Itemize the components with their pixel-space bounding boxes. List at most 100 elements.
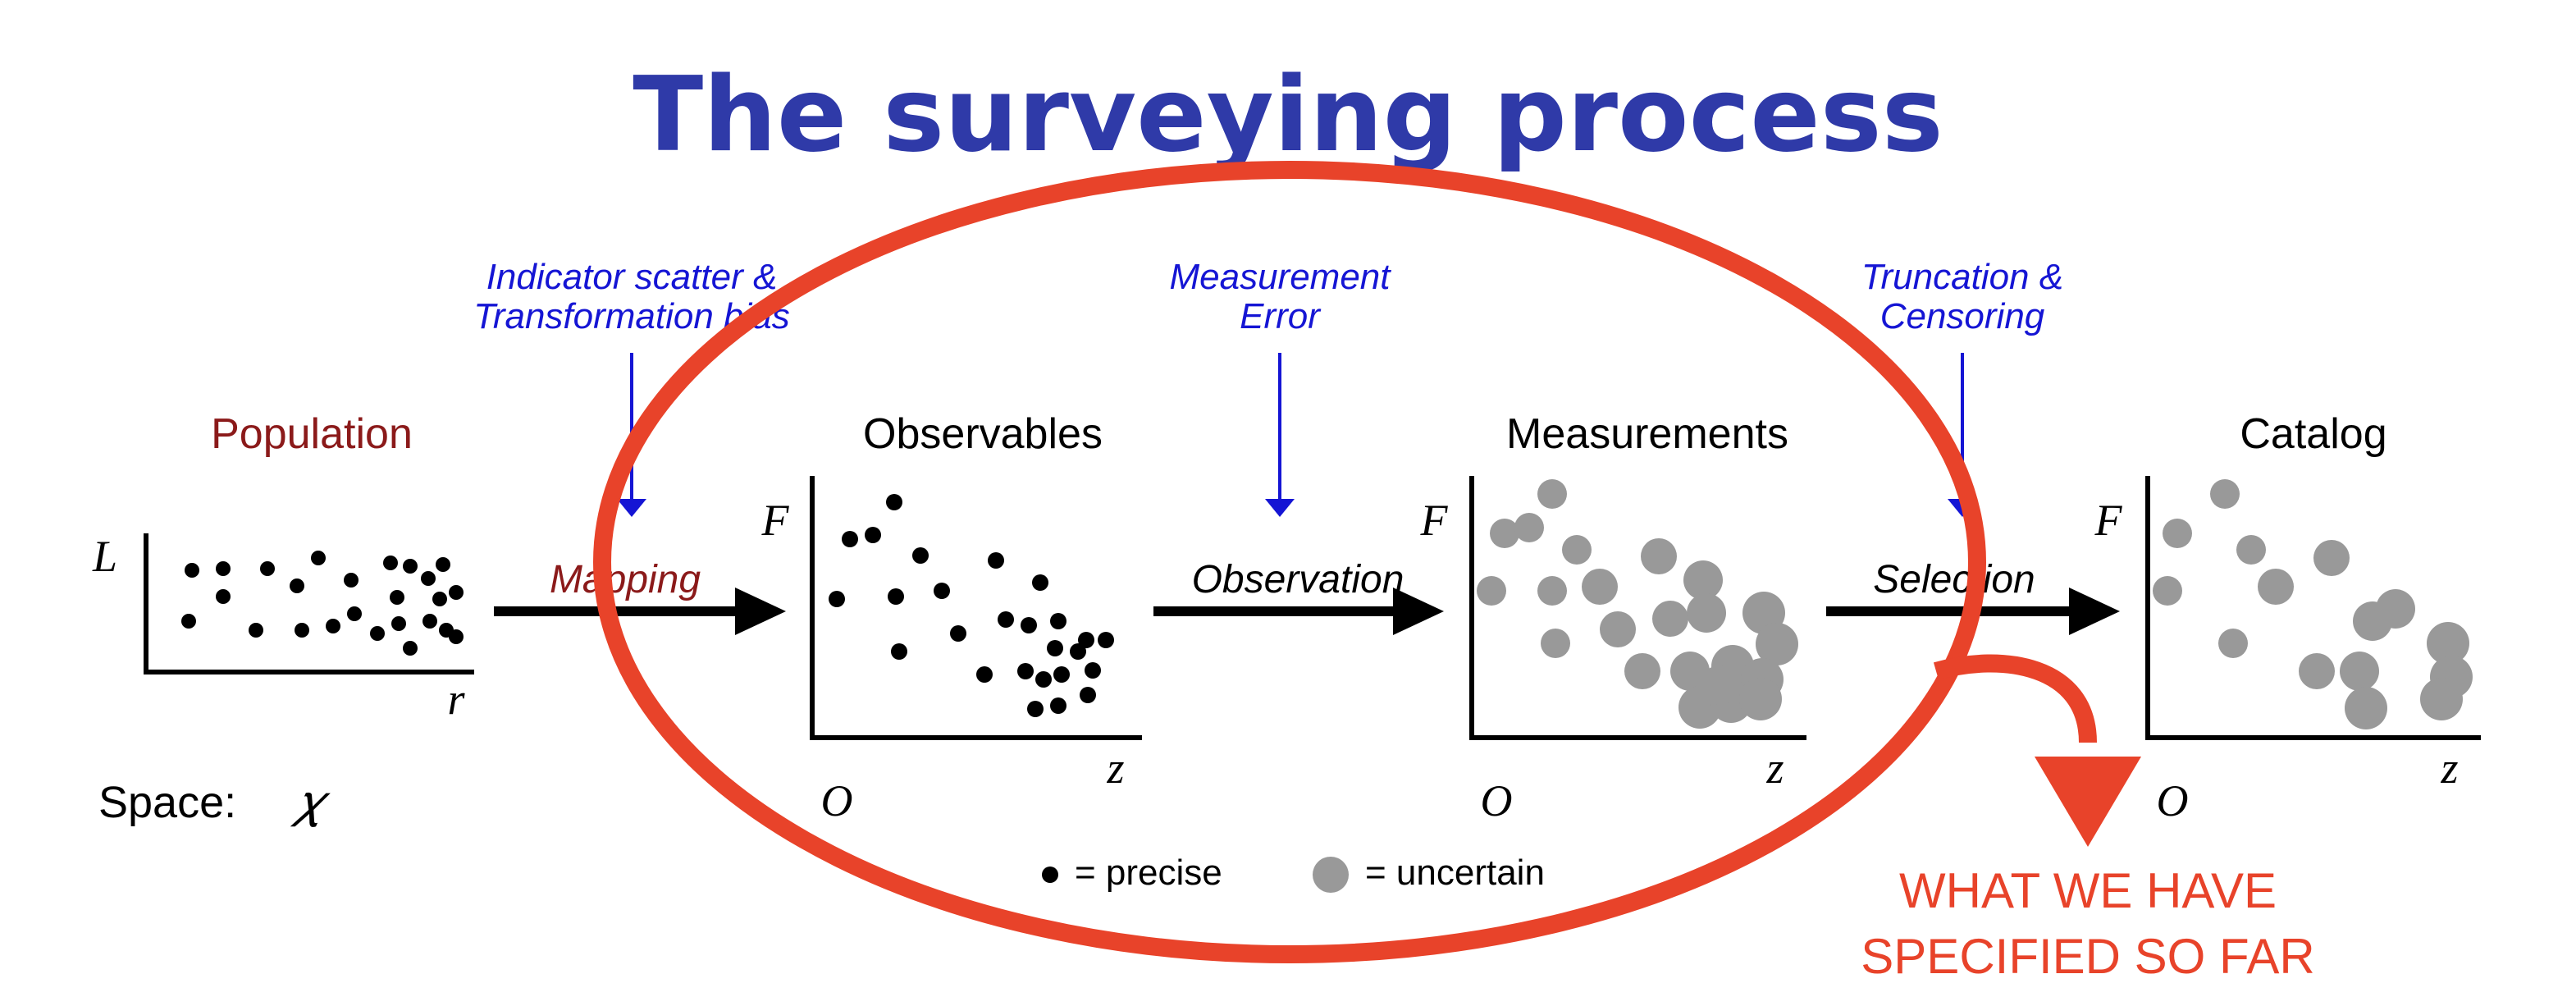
observables-dot-7 [934, 583, 950, 599]
observables-dot-20 [1035, 671, 1052, 688]
space-symbol: 𝜒 [290, 777, 331, 828]
population-dot-16 [295, 623, 309, 638]
catalog-dot-1 [2163, 519, 2192, 548]
legend-precise-label: = precise [1075, 853, 1222, 893]
population-dot-1 [216, 561, 231, 576]
measurements-dot-7 [1582, 569, 1618, 605]
population-dot-9 [421, 571, 436, 586]
callout-line1: WHAT WE HAVE [1899, 863, 2277, 918]
note-observation-line2: Error [1240, 296, 1322, 336]
observables-dot-11 [1050, 613, 1066, 629]
catalog-dots [2153, 479, 2473, 729]
legend-uncertain-dot [1313, 857, 1349, 893]
measurements-dot-9 [1600, 611, 1636, 647]
observables-dot-3 [912, 547, 929, 564]
measurements-dot-14 [1541, 629, 1570, 658]
population-dot-24 [403, 641, 418, 656]
measurements-dot-1 [1490, 519, 1519, 548]
highlight-ellipse [593, 161, 1986, 963]
transition-label-selection: Selection [1873, 558, 2035, 601]
measurements-dot-5 [1477, 576, 1506, 606]
observables-dot-16 [1070, 643, 1086, 660]
arrow-selection [1826, 588, 2120, 635]
observables-dot-23 [1027, 701, 1044, 717]
observables-dot-2 [865, 527, 881, 543]
population-plot [144, 533, 474, 674]
population-dot-18 [347, 606, 362, 621]
population-dot-0 [185, 563, 199, 578]
measurements-dot-15 [1624, 653, 1660, 689]
population-dot-12 [432, 592, 447, 606]
measurements-x-axis-label: z [1765, 743, 1784, 793]
observables-dot-9 [998, 611, 1014, 628]
observables-dot-12 [1078, 632, 1094, 648]
catalog-dot-4 [2153, 576, 2182, 606]
observables-dot-10 [1021, 617, 1037, 633]
measurements-dot-13 [1756, 623, 1798, 665]
stage-label-observables: Observables [863, 410, 1103, 458]
population-dot-6 [383, 556, 398, 570]
legend: = precise = uncertain [1042, 853, 1545, 893]
measurements-plot [1469, 476, 1806, 740]
catalog-dot-14 [2345, 687, 2387, 729]
measurements-dot-10 [1652, 601, 1688, 637]
observables-dots [829, 494, 1114, 717]
population-dot-7 [403, 559, 418, 574]
population-x-axis-label: r [447, 674, 465, 724]
observables-dot-15 [1047, 640, 1063, 656]
measurements-y-axis-label: F [1420, 496, 1449, 545]
measurements-dots [1477, 479, 1798, 729]
observables-dot-13 [950, 625, 966, 642]
population-dots [181, 551, 464, 656]
catalog-dot-5 [2258, 569, 2294, 605]
measurements-dot-22 [1700, 665, 1739, 705]
catalog-dot-0 [2210, 479, 2240, 509]
observables-x-axis-label: z [1106, 743, 1124, 793]
observables-dot-17 [1098, 632, 1114, 648]
population-dot-10 [449, 585, 464, 600]
stage-label-catalog: Catalog [2240, 410, 2386, 458]
observables-y-axis-label: F [761, 496, 790, 545]
transition-label-observation: Observation [1192, 558, 1404, 601]
note-arrow-observation [1265, 353, 1295, 517]
population-dot-2 [260, 561, 275, 576]
observables-dot-0 [886, 494, 902, 510]
observables-dot-19 [1017, 663, 1034, 679]
observables-origin-label: O [821, 776, 853, 825]
observables-dot-25 [1080, 687, 1096, 703]
catalog-plot [2145, 476, 2481, 740]
population-dot-8 [436, 557, 450, 572]
observables-dot-1 [842, 531, 858, 547]
population-dot-13 [216, 589, 231, 604]
note-mapping-line1: Indicator scatter & [486, 257, 778, 297]
population-dot-23 [449, 629, 464, 644]
catalog-dot-10 [2340, 652, 2379, 691]
observables-dot-4 [988, 552, 1004, 569]
transition-label-mapping: Mapping [550, 558, 701, 601]
measurements-dot-0 [1537, 479, 1567, 509]
population-dot-21 [422, 614, 437, 629]
legend-precise-dot [1042, 867, 1058, 883]
population-dot-5 [344, 573, 359, 588]
catalog-dot-11 [2427, 622, 2469, 665]
measurements-dot-21 [1739, 678, 1782, 720]
population-dot-19 [370, 626, 385, 641]
population-dot-20 [391, 616, 406, 631]
catalog-dot-2 [2236, 535, 2266, 565]
population-y-axis-label: L [92, 532, 117, 581]
observables-dot-22 [1085, 662, 1101, 679]
catalog-dot-3 [2313, 540, 2350, 576]
callout-arrow [1933, 654, 2141, 847]
observables-dot-8 [1032, 574, 1048, 591]
catalog-origin-label: O [2157, 776, 2189, 825]
measurements-dot-2 [1514, 513, 1544, 542]
observables-dot-5 [829, 591, 845, 607]
measurements-dot-3 [1562, 535, 1592, 565]
population-dot-4 [290, 578, 304, 593]
catalog-dot-7 [2353, 601, 2392, 641]
measurements-dot-6 [1537, 576, 1567, 606]
catalog-x-axis-label: z [2440, 743, 2458, 793]
note-arrow-mapping [617, 353, 646, 517]
catalog-dot-13 [2420, 678, 2463, 720]
population-dot-3 [311, 551, 326, 565]
